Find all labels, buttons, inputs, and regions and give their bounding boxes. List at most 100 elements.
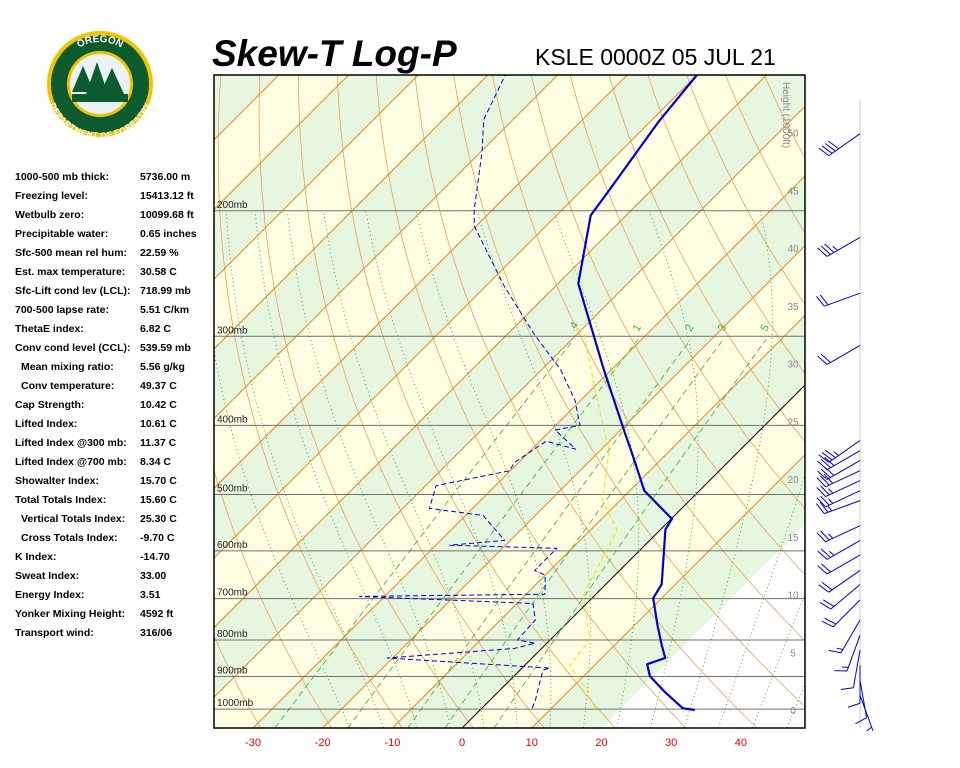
- logo-text-top-path: OREGON: [75, 34, 124, 50]
- index-label: Cap Strength:: [15, 399, 84, 411]
- index-value: 539.59 mb: [140, 342, 191, 354]
- wind-staff: [830, 584, 861, 610]
- wind-barb-full: [855, 717, 867, 725]
- dry-adiabat: [647, 75, 805, 375]
- wind-barb: [834, 635, 861, 672]
- index-value: 0.65 inches: [140, 228, 197, 240]
- wind-barb-full: [822, 599, 835, 607]
- mixing-ratio-line: [274, 339, 575, 728]
- wind-barb-full: [817, 565, 828, 575]
- wind-barb-full: [816, 487, 826, 497]
- moist-adiabat: [752, 592, 805, 728]
- wind-staff: [840, 619, 861, 654]
- index-label: 700-500 lapse rate:: [15, 304, 109, 316]
- dry-adiabat: [375, 75, 687, 728]
- wind-barb-half: [836, 647, 844, 650]
- wind-barb: [817, 539, 861, 560]
- index-value: 718.99 mb: [140, 285, 191, 297]
- wind-barb-full: [816, 477, 826, 488]
- index-label: Wetbulb zero:: [15, 209, 84, 221]
- wind-barb-full: [819, 502, 829, 513]
- pressure-tick-label: 900mb: [217, 665, 248, 676]
- wind-barb-full: [817, 550, 828, 560]
- wind-barb-full: [820, 548, 831, 558]
- mixing-ratio-label: 5: [758, 323, 771, 334]
- x-tick-label: 40: [735, 737, 747, 749]
- wind-barb-full: [820, 475, 830, 486]
- wind-barb: [816, 525, 861, 543]
- wind-barb: [817, 345, 861, 365]
- wind-staff: [846, 635, 861, 672]
- index-label: Total Totals Index:: [15, 494, 106, 506]
- wind-staff: [832, 599, 861, 628]
- wind-barb: [816, 292, 861, 307]
- wind-barb-full: [820, 353, 831, 363]
- wind-staff: [826, 460, 861, 480]
- index-label: Precipitable water:: [15, 228, 108, 240]
- wind-barb-full: [820, 495, 830, 506]
- dry-adiabat: [608, 75, 805, 443]
- wind-staff: [828, 133, 861, 157]
- wind-staff: [852, 650, 861, 688]
- pressure-tick-label: 800mb: [217, 629, 248, 640]
- isotherm: [214, 75, 767, 629]
- wind-barb-full: [840, 687, 854, 691]
- index-value: 10099.68 ft: [140, 209, 194, 221]
- index-value: 25.30 C: [140, 513, 177, 525]
- mixing-ratio-label: 3: [716, 323, 729, 334]
- wind-staff: [825, 525, 861, 543]
- wind-barb-half: [832, 245, 838, 251]
- index-label: 1000-500 mb thick:: [15, 171, 109, 183]
- pressure-tick-label: 600mb: [217, 540, 248, 551]
- wind-staff: [859, 694, 874, 732]
- dry-adiabat: [217, 75, 403, 728]
- x-tick-label: 30: [665, 737, 677, 749]
- wind-barb-half: [866, 726, 872, 732]
- wind-barb-full: [819, 602, 832, 610]
- wind-staff: [825, 490, 861, 508]
- index-value: 33.00: [140, 570, 166, 582]
- wind-barb-full: [820, 468, 831, 478]
- height-axis-label: Height (1000ft): [780, 82, 791, 148]
- index-value: 8.34 C: [140, 456, 171, 468]
- dry-adiabat: [414, 75, 758, 728]
- index-value: 30.58 C: [140, 266, 177, 278]
- plot-area: [214, 75, 805, 728]
- wind-barb-full: [847, 702, 861, 708]
- index-value: 5.56 g/kg: [140, 361, 185, 373]
- x-tick-label: -20: [315, 737, 331, 749]
- index-value: 15.70 C: [140, 475, 177, 487]
- profile-line: [359, 75, 581, 709]
- wind-barb: [816, 480, 861, 498]
- wind-staff: [826, 450, 861, 471]
- wind-barb-full: [821, 581, 833, 591]
- dry-adiabat: [453, 75, 805, 708]
- dry-adiabat: [258, 75, 474, 728]
- index-value: 49.37 C: [140, 380, 177, 392]
- wind-barb-full: [817, 470, 828, 480]
- wind-barb-full: [824, 617, 837, 625]
- x-tick-label: -10: [384, 737, 400, 749]
- dry-adiabat: [569, 75, 805, 510]
- logo-trees: [72, 62, 124, 94]
- x-tick-label: 0: [459, 737, 465, 749]
- wind-barb: [818, 570, 861, 593]
- height-tick-label: 25: [787, 417, 799, 428]
- index-label: Showalter Index:: [15, 475, 99, 487]
- wind-barb: [821, 599, 861, 628]
- wind-barb-full: [824, 466, 835, 476]
- index-label: Yonker Mixing Height:: [15, 608, 125, 620]
- wind-barb-full: [824, 143, 836, 152]
- wind-barb-full: [821, 452, 833, 461]
- height-tick-label: 30: [787, 360, 799, 371]
- wind-barbs: [816, 133, 874, 732]
- index-label: Mean mixing ratio:: [21, 361, 114, 373]
- wind-barb-full: [820, 563, 831, 573]
- mixing-ratio-label: 1: [631, 323, 644, 334]
- wind-barb-full: [821, 620, 834, 628]
- wind-staff: [828, 440, 861, 463]
- wind-staff: [825, 470, 861, 488]
- wind-staff: [826, 345, 861, 365]
- index-label: Lifted Index @300 mb:: [15, 437, 127, 449]
- wind-barb-full: [817, 247, 828, 257]
